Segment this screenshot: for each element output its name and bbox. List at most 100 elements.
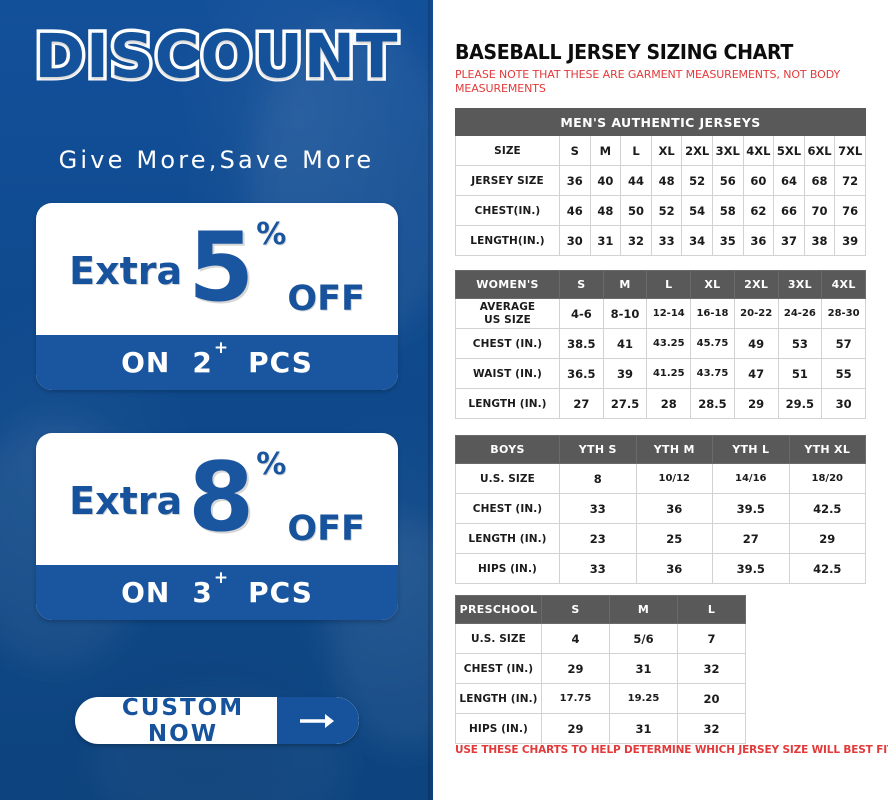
offer-extra-label: Extra bbox=[69, 249, 183, 293]
table-cell: 40 bbox=[589, 165, 622, 196]
table-cell: 32 bbox=[677, 653, 746, 684]
table-cell: 42.5 bbox=[788, 493, 866, 524]
table-cell: 29 bbox=[788, 523, 866, 554]
table-cell: 52 bbox=[650, 195, 683, 226]
table-cell: 29.5 bbox=[777, 388, 823, 419]
table-column-header: 6XL bbox=[803, 135, 836, 166]
table-corner-header: WOMEN'S bbox=[455, 270, 560, 299]
offer-extra-label: Extra bbox=[69, 479, 183, 523]
offer-condition-qty: 2+ bbox=[192, 337, 230, 379]
promo-headline: DISCOUNT bbox=[31, 21, 401, 92]
table-cell: 68 bbox=[803, 165, 836, 196]
table-cell: 27 bbox=[559, 388, 604, 419]
table-column-header: 2XL bbox=[733, 270, 779, 299]
table-corner-header: SIZE bbox=[455, 135, 560, 166]
table-cell: 12-14 bbox=[646, 298, 692, 329]
table-cell: 38 bbox=[803, 225, 836, 256]
table-cell: 36 bbox=[559, 165, 591, 196]
table-cell: 5/6 bbox=[609, 623, 678, 654]
table-column-header: S bbox=[541, 595, 610, 624]
offer-card-8-percent[interactable]: Extra 8 % OFF ON 3+ PCS bbox=[36, 433, 398, 620]
promo-tagline: Give More,Save More bbox=[58, 146, 375, 174]
table-cell: 47 bbox=[733, 358, 779, 389]
table-row-header: CHEST (IN.) bbox=[455, 328, 560, 359]
table-column-header: L bbox=[620, 135, 652, 166]
table-cell: 7 bbox=[677, 623, 746, 654]
table-row: HIPS (IN.) 29 31 32 bbox=[455, 713, 746, 744]
offer-card-5-percent[interactable]: Extra 5 % OFF ON 2+ PCS bbox=[36, 203, 398, 390]
table-column-header: 3XL bbox=[777, 270, 823, 299]
table-column-header: S bbox=[559, 135, 591, 166]
promo-panel: DISCOUNT Give More,Save More Extra 5 % O… bbox=[0, 0, 433, 800]
offer-condition-on: ON bbox=[121, 346, 171, 379]
table-column-header: 4XL bbox=[742, 135, 775, 166]
table-cell: 32 bbox=[677, 713, 746, 744]
table-cell: 36 bbox=[742, 225, 775, 256]
table-cell: 4 bbox=[541, 623, 610, 654]
table-column-header: 3XL bbox=[711, 135, 744, 166]
table-cell: 33 bbox=[559, 553, 637, 584]
table-column-header: M bbox=[602, 270, 648, 299]
table-header-row: BOYS YTH S YTH M YTH L YTH XL bbox=[455, 435, 866, 464]
table-column-header: M bbox=[609, 595, 678, 624]
table-row-header: AVERAGE US SIZE bbox=[455, 298, 560, 329]
table-row: U.S. SIZE 8 10/12 14/16 18/20 bbox=[455, 463, 866, 494]
table-row: JERSEY SIZE 36 40 44 48 52 56 60 64 68 72 bbox=[455, 165, 866, 196]
table-cell: 31 bbox=[609, 713, 678, 744]
table-row-header: U.S. SIZE bbox=[455, 463, 560, 494]
table-cell: 31 bbox=[609, 653, 678, 684]
chart-title: BASEBALL JERSEY SIZING CHART bbox=[455, 40, 793, 64]
table-column-header: L bbox=[646, 270, 692, 299]
table-cell: 27 bbox=[712, 523, 790, 554]
table-column-header: S bbox=[559, 270, 604, 299]
table-cell: 70 bbox=[803, 195, 836, 226]
table-cell: 34 bbox=[681, 225, 713, 256]
table-cell: 38.5 bbox=[559, 328, 604, 359]
offer-condition-unit: PCS bbox=[248, 346, 313, 379]
table-cell: 4-6 bbox=[559, 298, 604, 329]
table-column-header: 5XL bbox=[773, 135, 805, 166]
offer-condition-bar: ON 2+ PCS bbox=[36, 335, 398, 390]
table-column-header: YTH XL bbox=[788, 435, 866, 464]
table-cell: 57 bbox=[821, 328, 866, 359]
offer-off-label: OFF bbox=[287, 279, 365, 319]
offer-amount: 8 bbox=[188, 443, 255, 554]
table-column-header: 2XL bbox=[681, 135, 713, 166]
offer-qty-plus: + bbox=[213, 337, 230, 358]
table-cell: 30 bbox=[821, 388, 866, 419]
table-cell: 32 bbox=[620, 225, 652, 256]
table-cell: 14/16 bbox=[712, 463, 790, 494]
percent-symbol: % bbox=[256, 447, 287, 482]
table-cell: 55 bbox=[821, 358, 866, 389]
table-row: U.S. SIZE 4 5/6 7 bbox=[455, 623, 746, 654]
custom-now-button[interactable]: CUSTOM NOW bbox=[75, 697, 359, 744]
table-cell: 28-30 bbox=[821, 298, 866, 329]
table-row: CHEST (IN.) 33 36 39.5 42.5 bbox=[455, 493, 866, 524]
sizing-sheet: BASEBALL JERSEY SIZING CHART PLEASE NOTE… bbox=[433, 0, 888, 800]
table-cell: 23 bbox=[559, 523, 637, 554]
table-cell: 44 bbox=[620, 165, 652, 196]
table-cell: 50 bbox=[620, 195, 652, 226]
table-cell: 25 bbox=[635, 523, 713, 554]
custom-now-label: CUSTOM NOW bbox=[121, 697, 245, 744]
table-cell: 39 bbox=[602, 358, 648, 389]
table-row-header: WAIST (IN.) bbox=[455, 358, 560, 389]
table-cell: 39 bbox=[834, 225, 866, 256]
table-cell: 42.5 bbox=[788, 553, 866, 584]
table-column-header: 7XL bbox=[834, 135, 866, 166]
offer-amount-row: Extra 5 % OFF bbox=[36, 203, 398, 335]
table-cell: 56 bbox=[711, 165, 744, 196]
table-column-header: XL bbox=[650, 135, 683, 166]
offer-condition-bar: ON 3+ PCS bbox=[36, 565, 398, 620]
table-cell: 16-18 bbox=[690, 298, 735, 329]
table-cell: 17.75 bbox=[541, 683, 610, 714]
table-column-header: 4XL bbox=[821, 270, 866, 299]
table-row-header: LENGTH (IN.) bbox=[455, 523, 560, 554]
table-cell: 41.25 bbox=[646, 358, 692, 389]
table-row: LENGTH (IN.) 23 25 27 29 bbox=[455, 523, 866, 554]
table-cell: 39.5 bbox=[712, 553, 790, 584]
table-cell: 58 bbox=[711, 195, 744, 226]
table-cell: 33 bbox=[559, 493, 637, 524]
table-mens-authentic-jerseys: MEN'S AUTHENTIC JERSEYS SIZE S M L XL 2XL 3XL 4X… bbox=[455, 108, 866, 256]
